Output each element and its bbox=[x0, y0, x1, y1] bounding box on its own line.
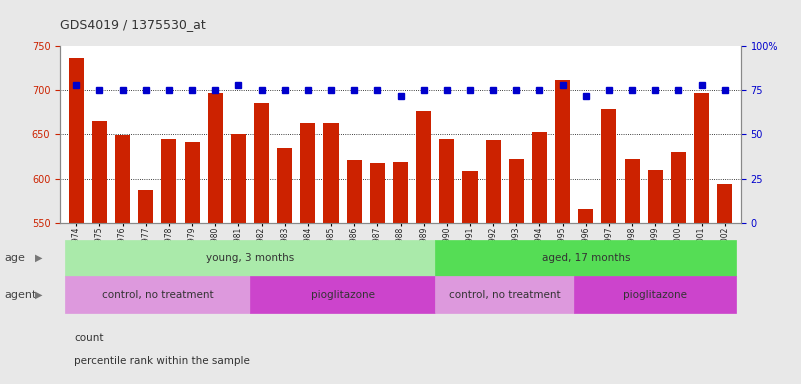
Bar bbox=[462, 172, 477, 223]
Bar bbox=[277, 147, 292, 223]
Text: pioglitazone: pioglitazone bbox=[311, 290, 375, 300]
Bar bbox=[115, 135, 130, 223]
Text: GDS4019 / 1375530_at: GDS4019 / 1375530_at bbox=[60, 18, 206, 31]
Bar bbox=[509, 159, 524, 223]
Bar bbox=[300, 123, 316, 223]
Bar bbox=[250, 276, 435, 313]
Text: control, no treatment: control, no treatment bbox=[102, 290, 213, 300]
Bar bbox=[254, 103, 269, 223]
Bar bbox=[184, 142, 199, 223]
Text: ▶: ▶ bbox=[34, 253, 42, 263]
Bar bbox=[370, 163, 384, 223]
Text: percentile rank within the sample: percentile rank within the sample bbox=[74, 356, 251, 366]
Bar bbox=[139, 190, 153, 223]
Text: age: age bbox=[4, 253, 25, 263]
Bar bbox=[65, 276, 250, 313]
Bar bbox=[435, 276, 574, 313]
Text: count: count bbox=[74, 333, 104, 343]
Bar bbox=[207, 93, 223, 223]
Text: ▶: ▶ bbox=[34, 290, 42, 300]
Bar bbox=[485, 140, 501, 223]
Bar bbox=[648, 170, 662, 223]
Bar bbox=[393, 162, 408, 223]
Bar bbox=[671, 152, 686, 223]
Bar bbox=[92, 121, 107, 223]
Bar bbox=[602, 109, 617, 223]
Text: aged, 17 months: aged, 17 months bbox=[541, 253, 630, 263]
Bar bbox=[625, 159, 640, 223]
Bar bbox=[694, 93, 709, 223]
Bar bbox=[717, 184, 732, 223]
Bar bbox=[347, 160, 362, 223]
Bar bbox=[555, 79, 570, 223]
Bar bbox=[65, 240, 435, 276]
Bar bbox=[324, 123, 339, 223]
Bar bbox=[69, 58, 84, 223]
Bar bbox=[417, 111, 431, 223]
Text: control, no treatment: control, no treatment bbox=[449, 290, 561, 300]
Bar bbox=[574, 276, 736, 313]
Bar bbox=[231, 134, 246, 223]
Bar bbox=[532, 132, 547, 223]
Bar bbox=[161, 139, 176, 223]
Bar bbox=[435, 240, 736, 276]
Bar bbox=[578, 210, 594, 223]
Bar bbox=[439, 139, 454, 223]
Text: young, 3 months: young, 3 months bbox=[206, 253, 294, 263]
Text: agent: agent bbox=[4, 290, 36, 300]
Text: pioglitazone: pioglitazone bbox=[623, 290, 687, 300]
